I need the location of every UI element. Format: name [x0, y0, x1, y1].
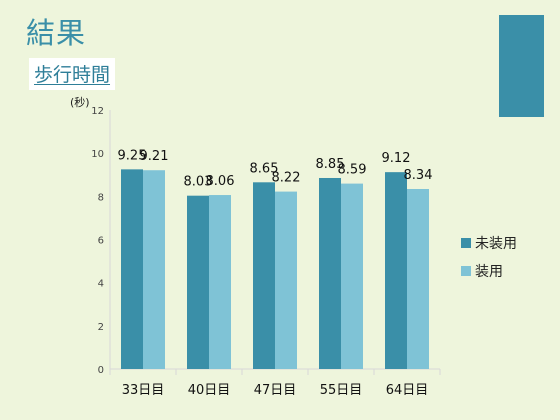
bar-series-2 — [209, 195, 231, 369]
data-label: 8.22 — [272, 171, 301, 186]
y-tick-label: 8 — [98, 192, 104, 203]
bar-series-1 — [319, 177, 341, 369]
data-label: 8.34 — [404, 168, 433, 183]
legend-item-series-2: 装用 — [461, 260, 517, 282]
y-axis-label: (秒) — [70, 95, 90, 109]
accent-rectangle — [499, 15, 544, 117]
data-label: 8.03 — [184, 175, 213, 190]
data-label: 8.65 — [250, 161, 279, 176]
legend-label-series-2: 装用 — [475, 264, 503, 280]
legend-label-series-1: 未装用 — [475, 236, 517, 252]
x-tick-label: 47日目 — [254, 383, 297, 398]
y-tick-label: 0 — [98, 365, 104, 376]
bar-series-1 — [253, 182, 275, 369]
y-tick-label: 2 — [98, 322, 104, 333]
legend-swatch-series-2 — [461, 266, 471, 276]
legend: 未装用 装用 — [461, 232, 517, 288]
slide-title: 結果 — [26, 16, 87, 50]
y-tick-label: 12 — [91, 106, 104, 117]
y-tick-label: 4 — [98, 279, 104, 290]
bar-series-2 — [275, 191, 297, 369]
data-label: 8.06 — [206, 174, 235, 189]
y-tick-label: 10 — [91, 149, 104, 160]
x-tick-label: 64日目 — [386, 383, 429, 398]
bar-series-2 — [143, 170, 165, 369]
legend-swatch-series-1 — [461, 238, 471, 248]
slide-subtitle: 歩行時間 — [34, 64, 111, 86]
bar-series-2 — [341, 183, 363, 369]
data-label: 9.21 — [140, 149, 169, 164]
subtitle-box: 歩行時間 — [29, 58, 116, 90]
bar-series-1 — [385, 172, 407, 369]
data-label: 8.59 — [338, 163, 367, 178]
data-label: 9.12 — [382, 151, 411, 166]
bar-series-1 — [187, 195, 209, 369]
x-tick-label: 55日目 — [320, 383, 363, 398]
y-tick-label: 6 — [98, 236, 104, 247]
data-label: 9.25 — [118, 148, 147, 163]
x-tick-label: 33日目 — [122, 383, 165, 398]
bar-series-1 — [121, 169, 143, 369]
data-label: 8.85 — [316, 157, 345, 172]
legend-item-series-1: 未装用 — [461, 232, 517, 254]
bar-series-2 — [407, 188, 429, 369]
x-tick-label: 40日目 — [188, 383, 231, 398]
